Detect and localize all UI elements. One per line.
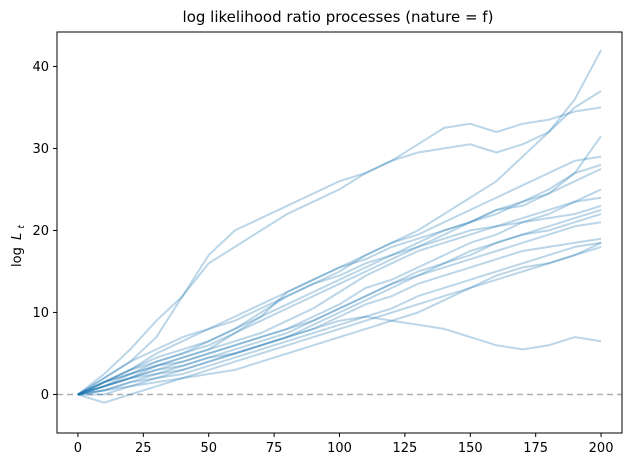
- y-axis: 0 10 20 30 40: [32, 60, 57, 403]
- series-line-4: [77, 135, 602, 396]
- series-line-1: [77, 49, 602, 396]
- x-tick-label: 0: [74, 441, 82, 456]
- x-tick-label: 25: [135, 441, 152, 456]
- y-axis-label-var: L: [10, 233, 25, 240]
- series-line-2: [77, 106, 602, 396]
- series-line-15: [77, 245, 602, 404]
- x-tick-label: 175: [523, 441, 548, 456]
- series-line-17: [77, 315, 602, 396]
- plot-area: [56, 31, 623, 434]
- x-tick-label: 75: [266, 441, 283, 456]
- x-tick-label: 125: [392, 441, 417, 456]
- x-axis: 0 25 50 75 100 125 150 175 200: [74, 433, 614, 456]
- series-line-3: [77, 90, 602, 396]
- series-line-12: [77, 204, 602, 396]
- series-line-10: [77, 221, 602, 396]
- x-tick-label: 200: [589, 441, 614, 456]
- series-line-16: [77, 241, 602, 396]
- y-tick-label: 10: [32, 306, 49, 321]
- x-tick-label: 150: [458, 441, 483, 456]
- series-line-8: [77, 196, 602, 396]
- series-line-13: [77, 241, 602, 396]
- series-line-7: [77, 188, 602, 396]
- y-tick-label: 30: [32, 142, 49, 157]
- y-tick-label: 40: [32, 60, 49, 75]
- series-layer: [77, 49, 602, 404]
- series-line-6: [77, 167, 602, 396]
- series-line-9: [77, 213, 602, 396]
- series-line-18: [77, 163, 602, 396]
- series-line-5: [77, 155, 602, 396]
- y-tick-label: 20: [32, 224, 49, 239]
- x-tick-label: 50: [200, 441, 217, 456]
- x-tick-label: 100: [327, 441, 352, 456]
- y-axis-label-sub: t: [17, 225, 27, 229]
- y-axis-label: log L t: [10, 225, 27, 267]
- y-tick-label: 0: [41, 388, 49, 403]
- series-line-14: [77, 208, 602, 396]
- series-line-11: [77, 237, 602, 396]
- chart-title: log likelihood ratio processes (nature =…: [183, 8, 494, 26]
- y-axis-label-log: log: [10, 247, 25, 267]
